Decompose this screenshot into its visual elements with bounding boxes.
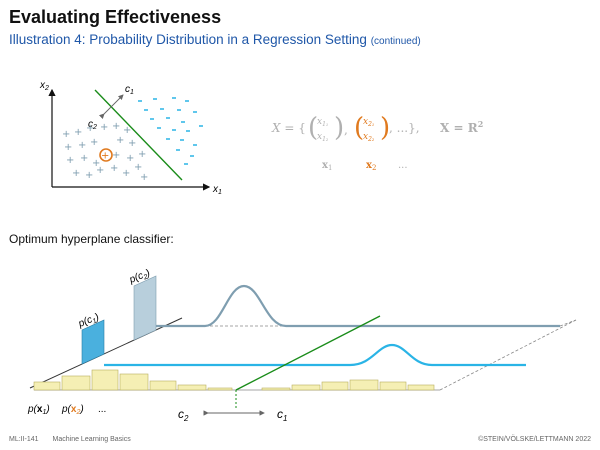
bottom-c1-label: c1 xyxy=(277,407,287,423)
class-arrow xyxy=(98,94,124,120)
histogram-bar xyxy=(291,384,321,391)
plane-right-edge xyxy=(559,319,577,327)
p-x1-label: p(x1) xyxy=(27,404,50,416)
row-x1: x1 xyxy=(322,160,332,172)
histogram-bar xyxy=(261,387,291,391)
histogram-bar xyxy=(349,379,379,391)
footer-slide-id: ML:II-141 xyxy=(9,436,39,443)
blue-density-curve xyxy=(104,343,526,367)
svg-text:+: + xyxy=(116,135,124,146)
svg-text:+: + xyxy=(85,170,93,181)
p-c1-label: p(c1) xyxy=(76,312,101,331)
svg-text:+: + xyxy=(62,129,70,140)
footer-left: ML:II-141 Machine Learning Basics xyxy=(9,436,143,443)
vector-2-paren: ( xyxy=(354,113,364,143)
svg-text:+: + xyxy=(80,153,88,164)
comma-1: , xyxy=(344,123,348,137)
plane-right-diag xyxy=(439,319,577,391)
hyperplane xyxy=(235,315,381,391)
svg-text:+: + xyxy=(138,149,146,160)
p-c2-bar xyxy=(133,275,157,341)
svg-text:+: + xyxy=(78,140,86,151)
svg-text:+: + xyxy=(110,163,118,174)
svg-text:+: + xyxy=(134,162,142,173)
footer-course: Machine Learning Basics xyxy=(52,436,131,443)
row-ellipsis: ... xyxy=(398,160,408,171)
svg-text:+: + xyxy=(90,137,98,148)
vector-1-bottom: x1₂ xyxy=(317,132,329,143)
minus-markers xyxy=(138,97,203,165)
svg-text:+: + xyxy=(86,123,94,134)
svg-text:+: + xyxy=(112,150,120,161)
vector-2-top: x2₁ xyxy=(363,117,374,128)
svg-text:+: + xyxy=(66,155,74,166)
gray-density-curve xyxy=(156,284,560,328)
p-c1-bar xyxy=(81,319,105,365)
svg-text:+: + xyxy=(122,168,130,179)
formula-feature-space: X = R2 xyxy=(440,119,483,135)
highlighted-point xyxy=(99,148,113,162)
svg-text:+: + xyxy=(126,153,134,164)
vector-1-top: x1₁ xyxy=(317,117,328,128)
svg-text:+: + xyxy=(64,142,72,153)
vector-1-paren-close: ) xyxy=(334,113,344,143)
c2-label: c2 xyxy=(88,119,97,131)
plus-markers: + + + + + ++ + + + ++ + ++ + ++ + + + +++ xyxy=(62,121,148,183)
subtitle-main: Illustration 4: Probability Distribution… xyxy=(9,32,367,47)
histogram-bar xyxy=(379,381,407,391)
slide-title: Evaluating Effectiveness xyxy=(9,7,222,27)
class-axis xyxy=(29,317,183,389)
formula-set-end: , ...}, xyxy=(389,121,420,135)
formula: X = { ( x1₁ x1₂ ) , ( x2₁ x2₂ ) , ...}, … xyxy=(271,113,483,172)
svg-text:+: + xyxy=(96,165,104,176)
footer-copyright: ©STEIN/VÖLSKE/LETTMANN 2022 xyxy=(478,436,591,443)
svg-text:+: + xyxy=(112,121,120,132)
bottom-c2-label: c2 xyxy=(178,407,189,423)
scatter-plot: x2 x1 c1 c2 + + + + + ++ + + + ++ + ++ + ++ + + + ++… xyxy=(39,80,222,196)
distribution-diagram: p(c1) p(c2) c2 c1 p(x1) xyxy=(27,268,577,423)
histogram-bar xyxy=(207,387,233,391)
formula-set-start: X = { xyxy=(271,121,306,135)
histogram-bar xyxy=(321,381,349,391)
svg-text:+: + xyxy=(74,127,82,138)
section-label: Optimum hyperplane classifier: xyxy=(9,232,174,246)
histogram-bar xyxy=(149,380,177,391)
vector-2-bottom: x2₂ xyxy=(363,132,375,143)
histogram-bar xyxy=(177,384,207,391)
vector-1-paren: ( xyxy=(308,113,318,143)
svg-text:+: + xyxy=(128,138,136,149)
x2-axis-label: x2 xyxy=(39,80,49,92)
c1-label: c1 xyxy=(125,84,134,96)
p-x2-label: p(x2) xyxy=(61,404,84,416)
svg-text:+: + xyxy=(72,168,80,179)
svg-text:+: + xyxy=(100,122,108,133)
histogram-bar xyxy=(33,381,61,391)
highlighted-plus: + xyxy=(101,151,109,162)
row-x2: x2 xyxy=(366,160,376,172)
histogram-bar xyxy=(407,384,435,391)
histogram-bar xyxy=(61,375,91,391)
vector-2: ( x2₁ x2₂ ) xyxy=(354,113,390,143)
p-ellipsis: ... xyxy=(98,404,106,415)
svg-text:+: + xyxy=(123,125,131,136)
histogram xyxy=(33,369,435,391)
slide-subtitle: Illustration 4: Probability Distribution… xyxy=(9,32,421,47)
histogram-bar xyxy=(119,373,149,391)
x1-axis-label: x1 xyxy=(212,184,222,196)
subtitle-continued: (continued) xyxy=(370,36,421,47)
p-c2-label: p(c2) xyxy=(127,268,152,287)
svg-text:+: + xyxy=(140,172,148,183)
svg-text:+: + xyxy=(92,158,100,169)
vector-2-paren-close: ) xyxy=(380,113,390,143)
histogram-bar xyxy=(91,369,119,391)
